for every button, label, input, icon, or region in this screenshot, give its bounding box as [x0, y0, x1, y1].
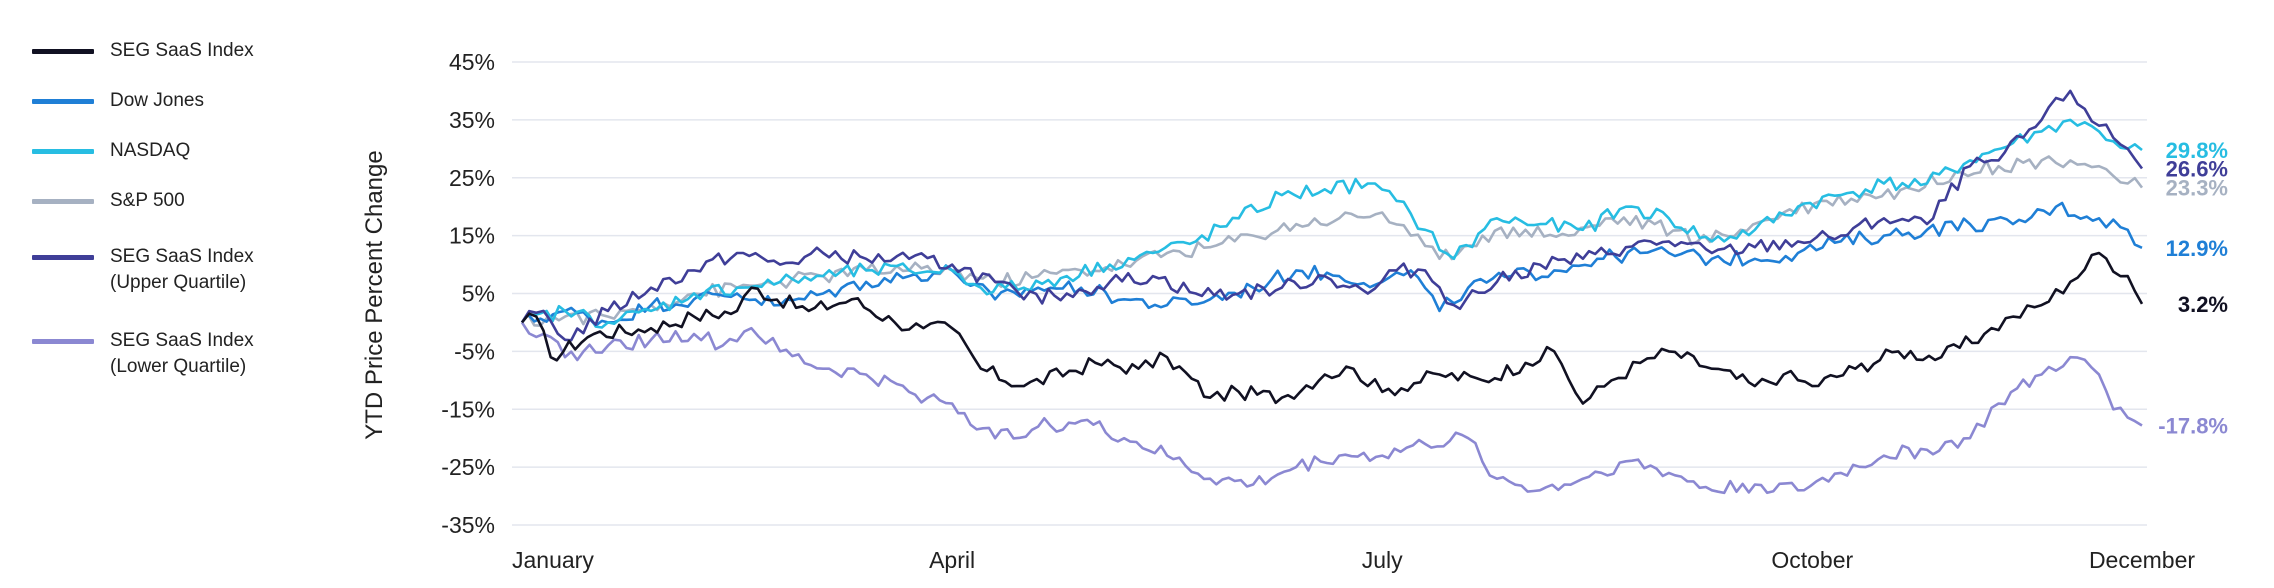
series-line-2: [520, 118, 2143, 329]
legend-label-sub: (Upper Quartile): [110, 272, 247, 293]
x-tick-label: April: [929, 547, 975, 573]
y-tick-label: -5%: [454, 338, 495, 364]
legend-label: SEG SaaS Index: [110, 246, 254, 267]
legend-swatch-upper-quartile: [32, 255, 94, 260]
end-value-label: 23.3%: [2166, 176, 2228, 201]
legend-swatch-nasdaq: [32, 149, 94, 154]
legend-item-sp500: S&P 500: [30, 188, 185, 214]
legend-label: SEG SaaS Index: [110, 330, 254, 351]
legend-item-seg-saas-index: SEG SaaS Index: [30, 38, 254, 64]
legend-label-sub: (Lower Quartile): [110, 356, 247, 377]
y-tick-label: 35%: [449, 107, 495, 133]
y-tick-label: 45%: [449, 49, 495, 75]
legend-swatch-seg-saas-index: [32, 49, 94, 54]
end-value-label: 26.6%: [2166, 156, 2228, 181]
y-axis-title: YTD Price Percent Change: [361, 150, 388, 439]
legend-label: SEG SaaS Index: [110, 40, 254, 61]
legend-swatch-dow-jones: [32, 99, 94, 104]
y-tick-label: -15%: [441, 396, 495, 422]
series-lines: [520, 89, 2144, 495]
y-tick-label: 25%: [449, 165, 495, 191]
legend-label: S&P 500: [110, 190, 185, 211]
x-tick-label: October: [1771, 547, 1853, 573]
series-line-4: [520, 89, 2144, 342]
legend-swatch-lower-quartile: [32, 339, 94, 344]
legend-item-lower-quartile: SEG SaaS Index (Lower Quartile): [30, 328, 254, 380]
series-line-5: [520, 321, 2143, 495]
end-value-label: -17.8%: [2158, 413, 2228, 438]
end-value-label: 12.9%: [2166, 236, 2228, 261]
y-axis-ticks: 45% 35% 25% 15% 5% -5% -15% -25% -35%: [441, 49, 495, 538]
y-tick-label: 15%: [449, 223, 495, 249]
legend-item-nasdaq: NASDAQ: [30, 138, 190, 164]
legend-swatch-sp500: [32, 199, 94, 204]
end-value-label: 3.2%: [2178, 292, 2228, 317]
y-tick-label: 5%: [462, 281, 495, 307]
legend-label: NASDAQ: [110, 140, 191, 161]
y-tick-label: -25%: [441, 454, 495, 480]
x-tick-label: December: [2089, 547, 2195, 573]
series-line-0: [520, 251, 2144, 405]
end-labels: 3.2% 12.9% 29.8% 23.3%26.6% -17.8%: [2158, 138, 2228, 438]
x-tick-label: January: [512, 547, 594, 573]
x-tick-label: July: [1362, 547, 1403, 573]
gridlines: [512, 61, 2147, 526]
y-tick-label: -35%: [441, 512, 495, 538]
legend-label: Dow Jones: [110, 90, 204, 111]
legend-item-dow-jones: Dow Jones: [30, 88, 204, 114]
end-value-label: 29.8%: [2166, 138, 2228, 163]
legend-item-upper-quartile: SEG SaaS Index (Upper Quartile): [30, 244, 254, 296]
x-axis-ticks: January April July October December: [512, 547, 2195, 573]
